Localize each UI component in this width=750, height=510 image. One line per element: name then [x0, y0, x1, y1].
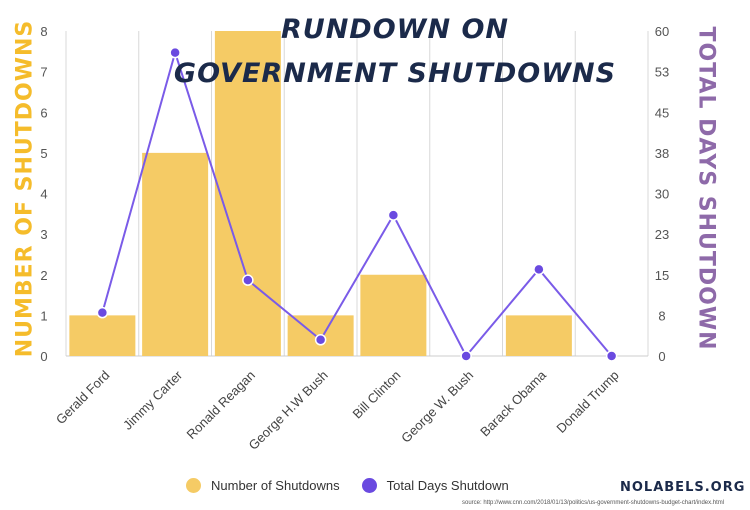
- y-tick-right: 23: [655, 227, 669, 242]
- chart-title-line2: GOVERNMENT SHUTDOWNS: [173, 58, 617, 89]
- y-tick-right: 38: [655, 146, 669, 161]
- x-tick-label: Donald Trump: [553, 368, 621, 436]
- x-tick-label: Barack Obama: [477, 367, 549, 439]
- x-tick-label: Ronald Reagan: [183, 368, 258, 443]
- y-tick-left: 7: [40, 65, 47, 80]
- line-series: [101, 49, 613, 358]
- bar: [69, 315, 136, 356]
- y-tick-left: 8: [40, 24, 47, 39]
- y-tick-right: 45: [655, 105, 669, 120]
- y-tick-right: 30: [655, 187, 669, 202]
- y-tick-left: 5: [40, 146, 47, 161]
- y-tick-right: 60: [655, 24, 669, 39]
- bar: [142, 152, 209, 356]
- y-tick-left: 3: [40, 227, 47, 242]
- bar: [360, 274, 427, 356]
- source-note: source: http://www.cnn.com/2018/01/13/po…: [462, 500, 725, 506]
- brand-logo: NOLABELS.ORG: [620, 480, 746, 495]
- y-tick-right: 8: [658, 308, 665, 323]
- y-tick-right: 15: [655, 268, 669, 283]
- line-point: [169, 46, 181, 59]
- line-point: [242, 274, 254, 286]
- line-point: [605, 350, 618, 362]
- legend-swatch-line: [361, 478, 377, 493]
- line-point: [96, 306, 109, 319]
- chart-title-line1: RUNDOWN ON: [280, 14, 509, 45]
- line-point: [460, 350, 472, 362]
- y-tick-left: 1: [40, 308, 47, 323]
- x-tick-label: Bill Clinton: [349, 368, 403, 422]
- legend-item-shutdowns: Number of Shutdowns: [186, 478, 340, 493]
- bar: [505, 315, 572, 356]
- legend-swatch-bar: [186, 478, 201, 493]
- y-tick-right: 0: [658, 349, 665, 364]
- x-tick-label: Jimmy Carter: [120, 367, 186, 433]
- y-tick-right: 53: [655, 65, 669, 80]
- x-tick-label: George W. Bush: [398, 368, 476, 446]
- y-axis-right-label: TOTAL DAYS SHUTDOWN: [693, 26, 719, 351]
- legend-label-days: Total Days Shutdown: [386, 478, 509, 493]
- y-tick-left: 4: [40, 187, 47, 202]
- line-point: [533, 263, 545, 276]
- bar: [214, 31, 281, 356]
- x-tick-label: George H.W Bush: [246, 368, 331, 453]
- line-point: [387, 209, 400, 221]
- y-tick-left: 6: [40, 105, 47, 120]
- y-tick-left: 0: [40, 349, 47, 364]
- x-tick-label: Gerald Ford: [53, 368, 113, 428]
- legend-item-days: Total Days Shutdown: [361, 478, 509, 493]
- line-point: [314, 334, 327, 346]
- legend: Number of Shutdowns Total Days Shutdown: [186, 478, 531, 493]
- y-tick-left: 2: [40, 268, 47, 283]
- legend-label-shutdowns: Number of Shutdowns: [211, 478, 340, 493]
- y-axis-left-label: NUMBER OF SHUTDOWNS: [12, 19, 38, 358]
